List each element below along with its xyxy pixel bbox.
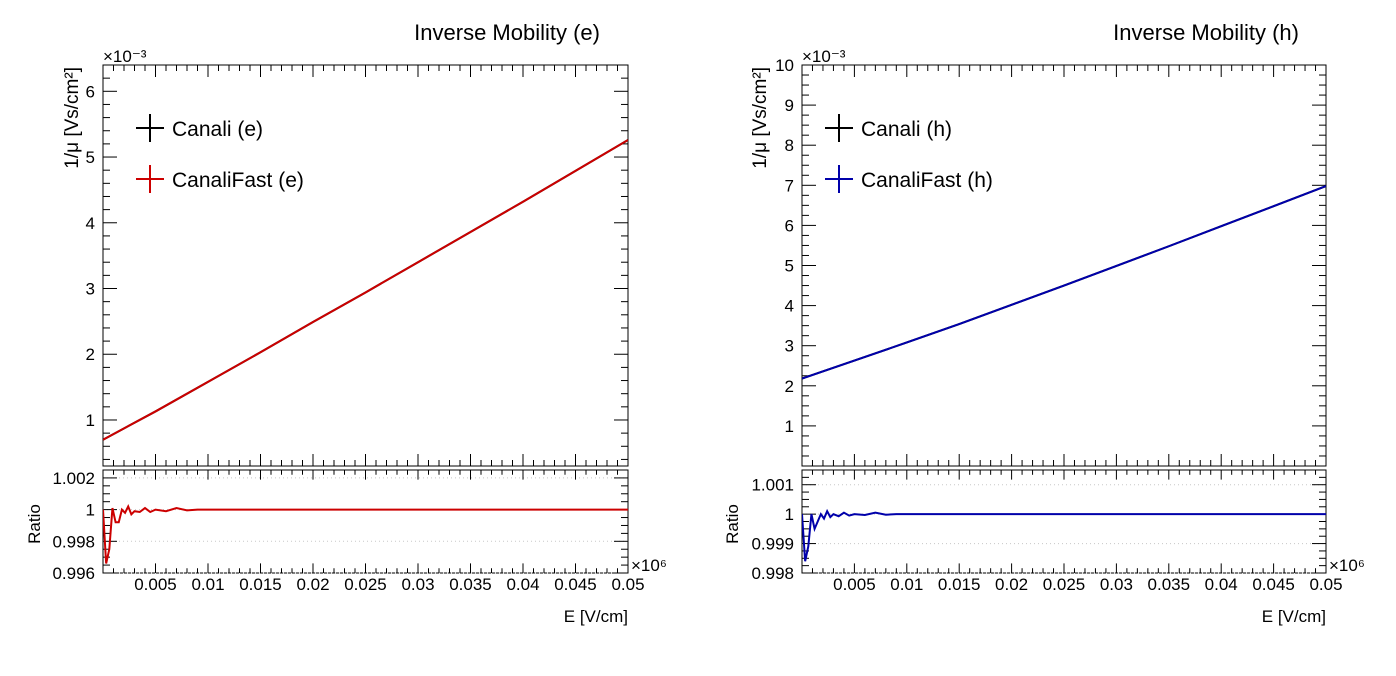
x-tick-label: 0.005: [833, 575, 876, 594]
ratio-y-tick-label: 1: [785, 505, 794, 524]
y-tick-label: 4: [785, 297, 794, 316]
chart-panel-1: Inverse Mobility (e) 0.005 0.01 0.015 0.02 0.…: [25, 20, 667, 626]
series-line-2: [802, 185, 1326, 380]
ratio-plot-frame: [801, 469, 1327, 574]
y-axis-label: 1/μ [Vs/cm²]: [62, 67, 83, 169]
series-line-2: [103, 139, 628, 441]
y-tick-label: 9: [785, 96, 794, 115]
ratio-y-tick-label: 1.001: [751, 476, 794, 495]
chart-title: Inverse Mobility (e): [414, 20, 600, 45]
y-tick-label: 1: [86, 411, 95, 430]
legend-entry: Canali (h): [861, 118, 952, 141]
x-tick-label: 0.035: [449, 575, 492, 594]
x-tick-label: 0.015: [239, 575, 282, 594]
x-tick-label: 0.02: [296, 575, 329, 594]
x-axis-label: E [V/cm]: [1262, 607, 1326, 626]
y-axis-exponent: ×10⁻³: [802, 47, 846, 66]
y-tick-label: 3: [785, 337, 794, 356]
x-tick-label: 0.045: [554, 575, 597, 594]
y-tick-label: 6: [785, 216, 794, 235]
x-tick-label: 0.025: [1043, 575, 1086, 594]
y-tick-label: 4: [86, 214, 95, 233]
x-tick-label: 0.015: [938, 575, 981, 594]
x-tick-label: 0.025: [344, 575, 387, 594]
x-tick-label: 0.045: [1252, 575, 1295, 594]
y-tick-label: 2: [785, 377, 794, 396]
ratio-y-tick-label: 0.998: [751, 564, 794, 583]
y-tick-label: 5: [785, 257, 794, 276]
y-tick-label: 10: [775, 56, 794, 75]
ratio-y-tick-label: 1: [86, 501, 95, 520]
y-tick-label: 1: [785, 417, 794, 436]
y-tick-label: 6: [86, 82, 95, 101]
y-tick-label: 5: [86, 148, 95, 167]
x-tick-label: 0.04: [1205, 575, 1238, 594]
x-tick-label: 0.05: [611, 575, 644, 594]
ratio-line: [103, 504, 628, 564]
x-tick-label: 0.03: [401, 575, 434, 594]
chart-title: Inverse Mobility (h): [1113, 20, 1299, 45]
x-tick-label: 0.035: [1148, 575, 1191, 594]
x-tick-label: 0.01: [191, 575, 224, 594]
ratio-y-tick-label: 0.998: [52, 532, 95, 551]
x-axis-label: E [V/cm]: [564, 607, 628, 626]
ratio-y-tick-label: 0.996: [52, 564, 95, 583]
y-tick-label: 3: [86, 280, 95, 299]
legend-entry: CanaliFast (e): [172, 169, 304, 192]
series-line-1: [802, 185, 1326, 380]
chart-panel-2: Inverse Mobility (h) 0.005 0.01 0.015 0.02 0.…: [723, 20, 1365, 626]
ratio-axis-label: Ratio: [723, 504, 742, 544]
x-tick-label: 0.05: [1309, 575, 1342, 594]
legend-entry: Canali (e): [172, 118, 263, 141]
x-tick-label: 0.04: [506, 575, 539, 594]
ratio-axis-label: Ratio: [25, 504, 44, 544]
ratio-line: [802, 508, 1326, 562]
ratio-y-tick-label: 0.999: [751, 535, 794, 554]
x-axis-exponent: ×10⁶: [1329, 556, 1365, 575]
ratio-plot-frame: [102, 469, 629, 574]
y-tick-label: 7: [785, 176, 794, 195]
x-tick-label: 0.03: [1100, 575, 1133, 594]
x-tick-label: 0.02: [995, 575, 1028, 594]
ratio-y-tick-label: 1.002: [52, 469, 95, 488]
y-axis-exponent: ×10⁻³: [103, 47, 147, 66]
y-tick-label: 2: [86, 345, 95, 364]
y-tick-label: 8: [785, 136, 794, 155]
x-axis-exponent: ×10⁶: [631, 556, 667, 575]
y-axis-label: 1/μ [Vs/cm²]: [750, 67, 771, 169]
x-tick-label: 0.01: [890, 575, 923, 594]
x-tick-label: 0.005: [134, 575, 177, 594]
legend-entry: CanaliFast (h): [861, 169, 993, 192]
